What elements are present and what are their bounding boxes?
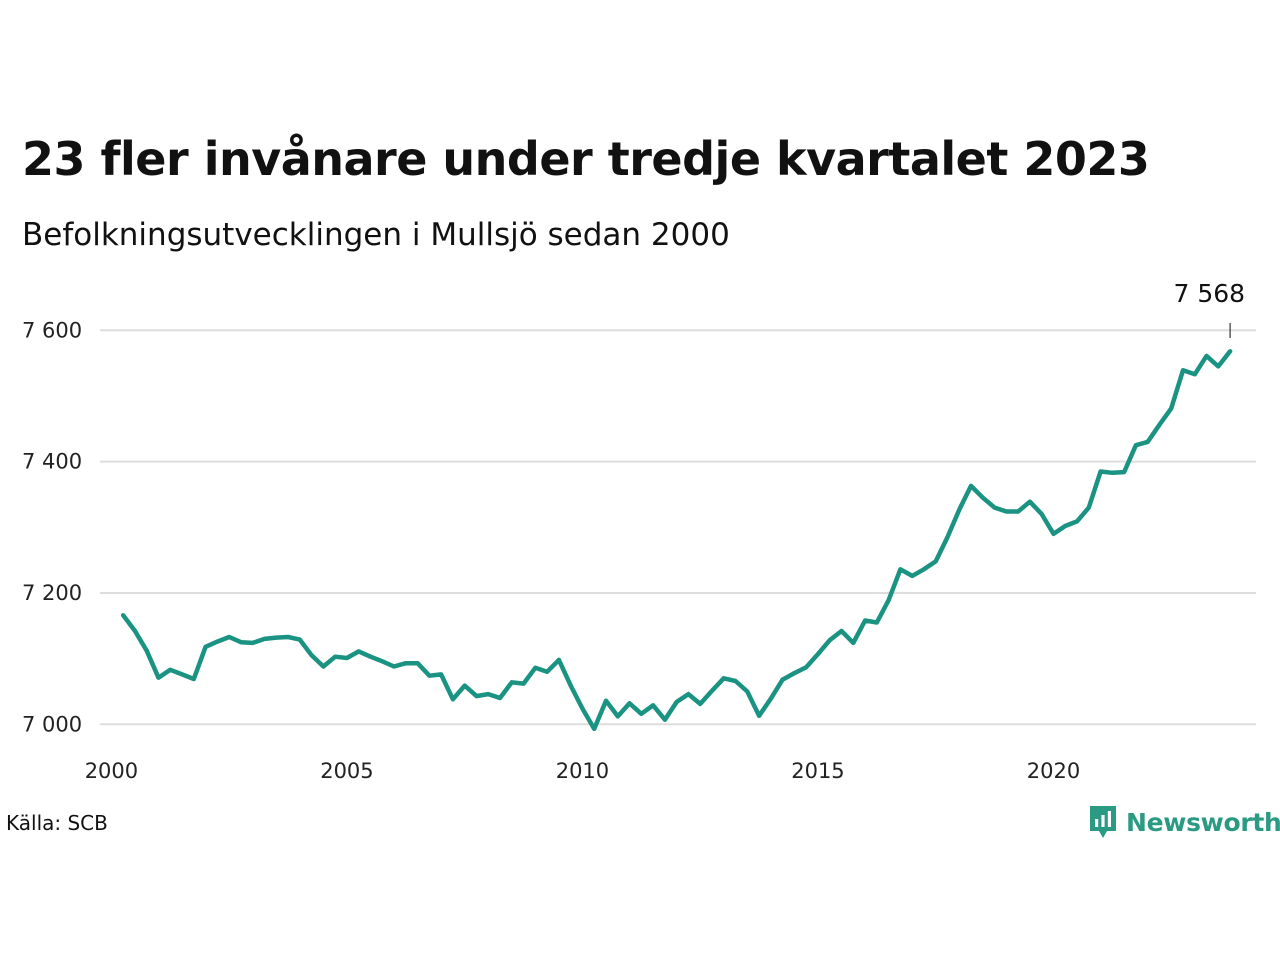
brand-logo: Newsworthy [1088, 804, 1280, 840]
series-line [120, 349, 1233, 732]
brand-name: Newsworthy [1126, 807, 1280, 837]
gridlines [100, 329, 1256, 726]
y-axis-tick-labels: 7 000 7 200 7 400 7 600 [22, 318, 82, 736]
x-tick-label: 2010 [556, 759, 609, 783]
y-tick-label: 7 000 [22, 712, 82, 736]
line-chart: 7 000 7 200 7 400 7 600 2000 2005 2010 2015 202… [22, 279, 1256, 783]
x-tick-label: 2020 [1027, 759, 1080, 783]
series-layer [120, 349, 1233, 732]
source-note: Källa: SCB [6, 811, 108, 835]
y-tick-label: 7 400 [22, 450, 82, 474]
chart-title: 23 fler invånare under tredje kvartalet … [22, 132, 1150, 186]
last-value-label: 7 568 [1174, 279, 1246, 308]
x-tick-label: 2000 [85, 759, 138, 783]
x-tick-label: 2005 [320, 759, 373, 783]
last-value-annotation: 7 568 [1174, 279, 1246, 338]
y-tick-label: 7 200 [22, 581, 82, 605]
newsworthy-logo-icon [1090, 806, 1116, 838]
chart-subtitle: Befolkningsutvecklingen i Mullsjö sedan … [22, 217, 730, 253]
x-tick-label: 2015 [791, 759, 844, 783]
x-axis-tick-labels: 2000 2005 2010 2015 2020 [85, 759, 1080, 783]
y-tick-label: 7 600 [22, 318, 82, 342]
